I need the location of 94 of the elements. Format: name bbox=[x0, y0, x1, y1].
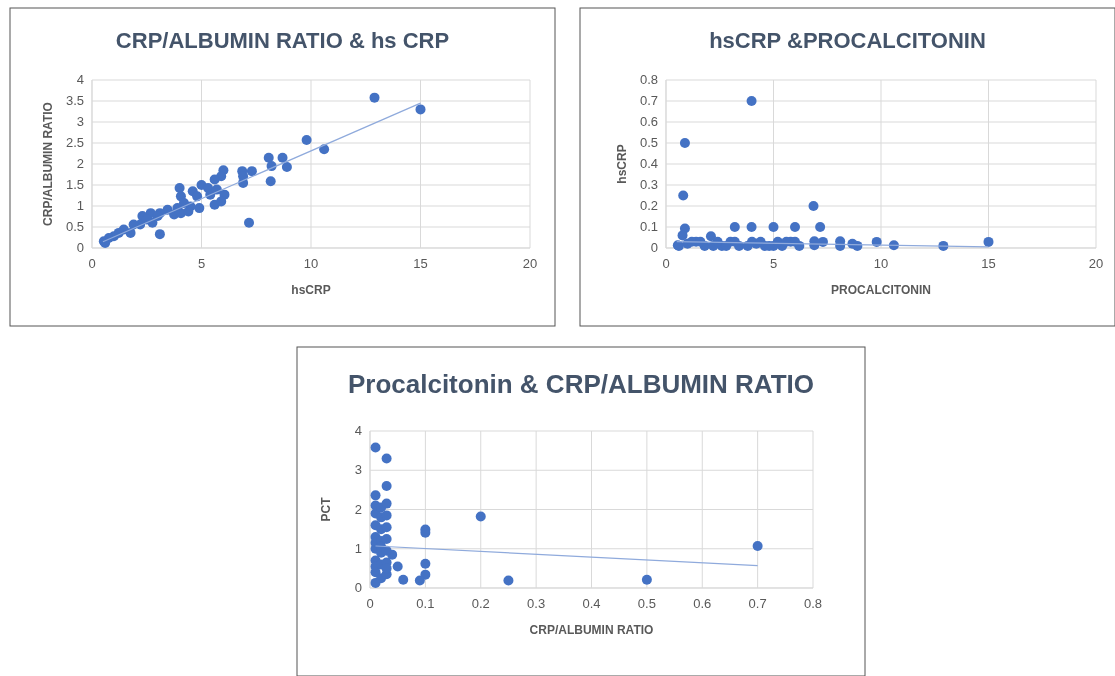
x-tick-label: 0 bbox=[366, 596, 374, 611]
point bbox=[192, 191, 203, 202]
y-tick-label: 0.1 bbox=[639, 219, 658, 234]
point bbox=[790, 222, 800, 232]
x-tick-label: 10 bbox=[873, 256, 889, 271]
point bbox=[265, 176, 276, 187]
x-tick-label: 5 bbox=[769, 256, 778, 271]
point bbox=[209, 174, 220, 185]
y-tick-label: 0.4 bbox=[639, 156, 658, 171]
y-tick-label: 0.7 bbox=[639, 93, 658, 108]
point bbox=[183, 206, 194, 217]
y-tick-label: 2 bbox=[76, 156, 84, 171]
x-tick-label: 0.1 bbox=[416, 596, 435, 611]
point bbox=[216, 196, 227, 207]
y-tick-label: 0 bbox=[76, 240, 84, 255]
y-tick-label: 0 bbox=[354, 580, 362, 595]
point bbox=[815, 222, 826, 232]
chart-title: Procalcitonin & CRP/ALBUMIN RATIO bbox=[347, 369, 815, 399]
x-tick-label: 0.8 bbox=[803, 596, 823, 611]
x-tick-label: 5 bbox=[197, 256, 206, 271]
y-axis-title: PCT bbox=[319, 496, 333, 522]
point bbox=[475, 511, 486, 522]
x-tick-label: 10 bbox=[303, 256, 319, 271]
x-tick-label: 20 bbox=[522, 256, 538, 271]
point bbox=[381, 480, 392, 491]
point bbox=[983, 236, 994, 247]
point bbox=[370, 490, 381, 501]
y-tick-label: 0.8 bbox=[639, 72, 658, 87]
y-tick-label: 1 bbox=[354, 540, 362, 556]
y-tick-label: 3.5 bbox=[65, 93, 84, 108]
x-tick-label: 0.2 bbox=[471, 596, 490, 611]
x-tick-label: 20 bbox=[1088, 256, 1104, 271]
point bbox=[768, 222, 779, 232]
point bbox=[301, 135, 312, 146]
point bbox=[503, 575, 514, 586]
y-tick-label: 3 bbox=[354, 462, 362, 478]
x-tick-label: 15 bbox=[413, 256, 428, 271]
point bbox=[746, 96, 757, 106]
x-axis-title: hsCRP bbox=[291, 283, 331, 297]
y-tick-label: 4 bbox=[76, 72, 84, 87]
y-tick-label: 4 bbox=[354, 423, 362, 438]
y-tick-label: 0.3 bbox=[639, 177, 658, 192]
point bbox=[705, 231, 716, 242]
point bbox=[381, 498, 392, 509]
point bbox=[746, 222, 757, 232]
y-tick-label: 0.6 bbox=[639, 114, 658, 129]
point bbox=[641, 574, 652, 585]
y-tick-label: 2.5 bbox=[65, 135, 84, 150]
x-tick-label: 0.4 bbox=[582, 596, 601, 611]
point bbox=[677, 230, 688, 241]
point bbox=[381, 522, 392, 533]
x-tick-label: 0.6 bbox=[693, 596, 712, 611]
point bbox=[154, 229, 165, 240]
y-tick-label: 3 bbox=[76, 114, 84, 129]
point bbox=[415, 104, 426, 115]
x-tick-label: 0.3 bbox=[527, 596, 546, 611]
y-tick-label: 0.5 bbox=[65, 219, 84, 234]
x-tick-label: 0 bbox=[662, 256, 670, 271]
y-tick-label: 0.2 bbox=[639, 198, 658, 213]
x-tick-label: 0 bbox=[88, 256, 96, 271]
point bbox=[194, 203, 205, 214]
point bbox=[420, 558, 431, 569]
y-tick-label: 0.5 bbox=[639, 135, 658, 150]
x-axis-title: CRP/ALBUMIN RATIO bbox=[529, 623, 654, 637]
point bbox=[381, 510, 392, 521]
point bbox=[381, 453, 392, 464]
y-tick-label: 1 bbox=[76, 198, 84, 213]
point bbox=[246, 166, 257, 177]
point bbox=[277, 152, 288, 163]
point bbox=[729, 222, 740, 232]
y-axis-title: hsCRP bbox=[615, 144, 629, 184]
x-tick-label: 15 bbox=[981, 256, 996, 271]
point bbox=[679, 138, 690, 148]
point bbox=[174, 182, 185, 193]
point bbox=[263, 152, 274, 163]
chart-title: hsCRP &PROCALCITONIN bbox=[709, 28, 986, 53]
point bbox=[392, 561, 403, 572]
chart-title: CRP/ALBUMIN RATIO & hs CRP bbox=[115, 28, 450, 53]
x-tick-label: 0.7 bbox=[748, 596, 767, 611]
point bbox=[369, 92, 380, 103]
point bbox=[281, 161, 292, 172]
x-axis-title: PROCALCITONIN bbox=[831, 283, 931, 297]
y-tick-label: 2 bbox=[354, 501, 362, 517]
y-tick-label: 1.5 bbox=[65, 177, 84, 192]
y-axis-title: CRP/ALBUMIN RATIO bbox=[41, 102, 55, 226]
point bbox=[398, 574, 409, 585]
point bbox=[370, 442, 381, 453]
point bbox=[244, 217, 255, 228]
point bbox=[414, 575, 425, 586]
point bbox=[678, 190, 689, 201]
point bbox=[381, 533, 392, 544]
point bbox=[808, 201, 819, 211]
point bbox=[752, 541, 763, 551]
y-tick-label: 0 bbox=[650, 240, 658, 255]
